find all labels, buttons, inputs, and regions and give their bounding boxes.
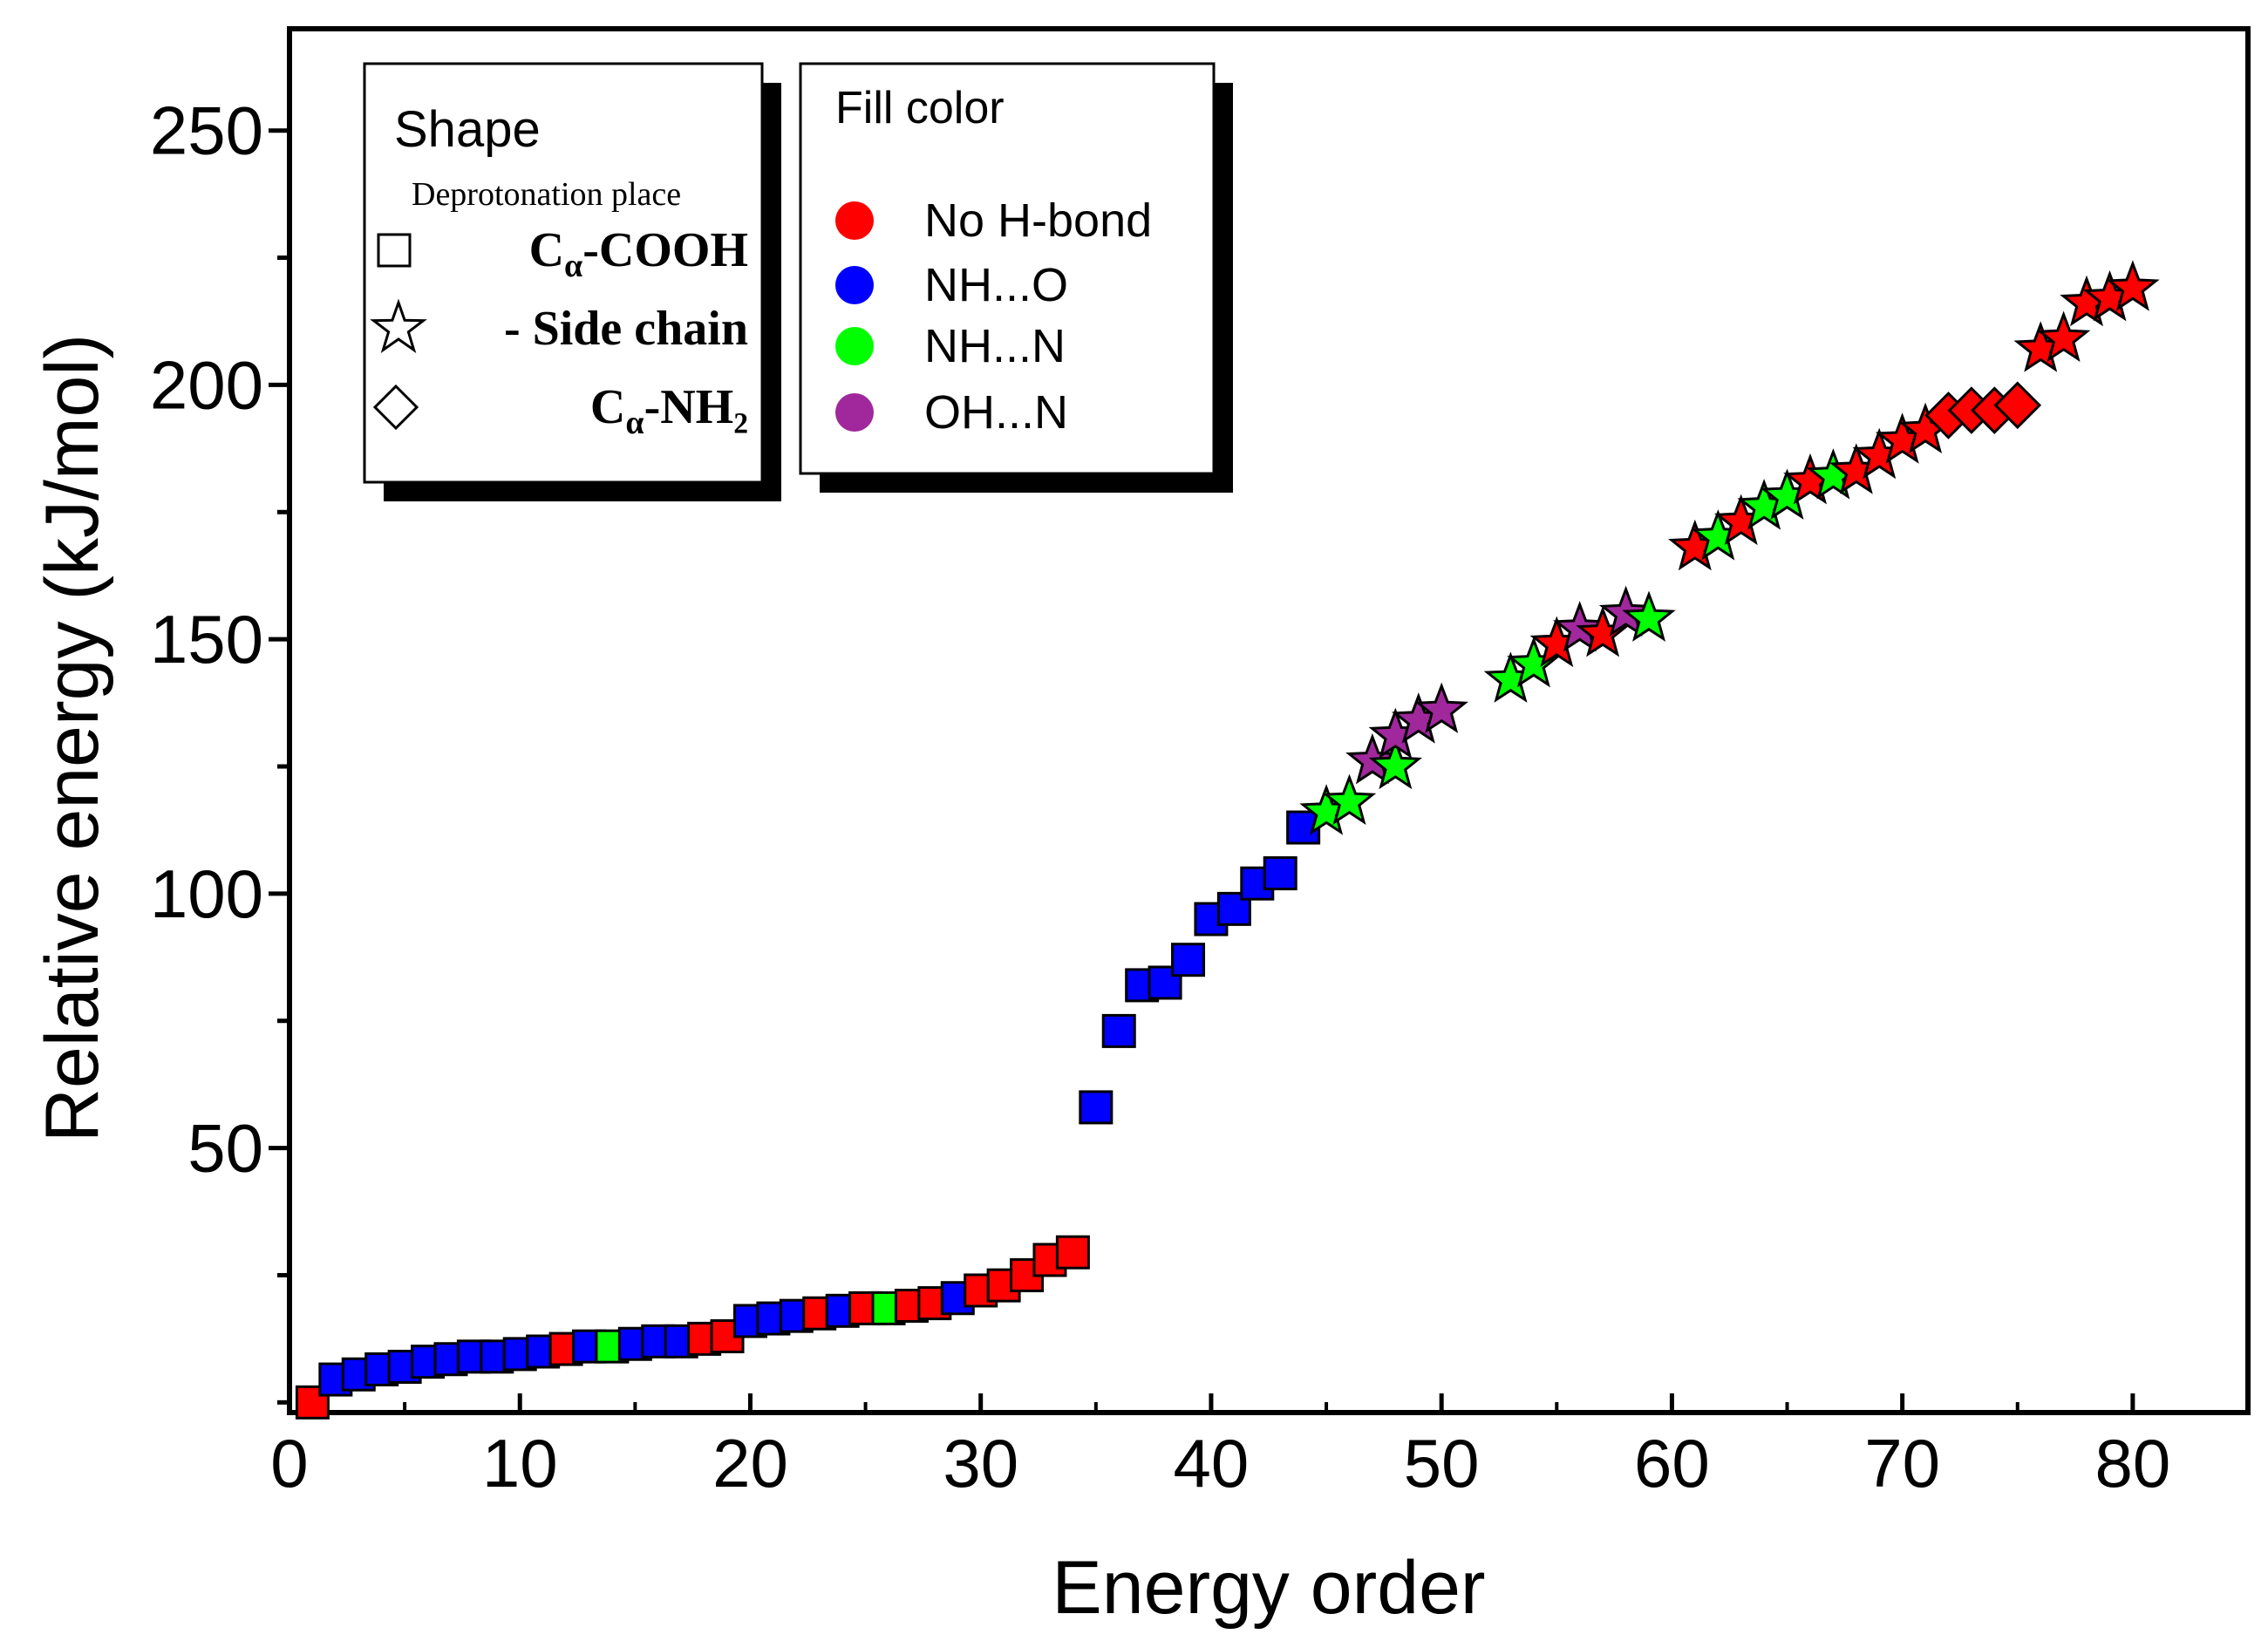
- legend-color-title: Fill color: [835, 83, 1005, 133]
- legend-color-label: NH...N: [924, 320, 1066, 372]
- x-tick-label: 50: [1404, 1425, 1480, 1502]
- legend-box: [363, 62, 764, 484]
- data-point-square: [1148, 965, 1182, 1000]
- data-point-square: [1171, 943, 1206, 977]
- legend-fill-color: Fill color No H-bond NH...O NH...N OH...N: [799, 62, 1233, 493]
- diamond-icon: [372, 384, 419, 431]
- x-tick-label: 0: [270, 1425, 308, 1502]
- data-point-star: [1322, 773, 1377, 826]
- star-icon: [370, 298, 427, 354]
- data-point-star: [1368, 738, 1423, 790]
- x-tick-label: 60: [1634, 1425, 1710, 1502]
- x-tick-label: 40: [1174, 1425, 1250, 1502]
- legend-shape-label: Cα-NH₂: [590, 380, 748, 441]
- legend-shape-title: Shape: [394, 101, 541, 158]
- square-icon: [377, 233, 412, 268]
- color-dot-icon: [835, 327, 874, 365]
- legend-color-label: No H-bond: [924, 194, 1152, 247]
- color-dot-icon: [835, 393, 874, 432]
- x-tick-label: 70: [1864, 1425, 1940, 1502]
- y-tick-label: 250: [150, 92, 263, 169]
- data-point-square: [1079, 1090, 1114, 1125]
- data-point-diamond: [1993, 381, 2042, 430]
- axes: 0 10 20 30 40 50 60 70 80 50 100 150 200 250 Energy or…: [31, 26, 2251, 1630]
- data-point-star: [1622, 590, 1676, 642]
- x-tick-label: 30: [943, 1425, 1018, 1502]
- legend-shape-subtitle: Deprotonation place: [412, 176, 681, 213]
- data-points: [295, 260, 2160, 1420]
- x-tick-label: 20: [712, 1425, 788, 1502]
- legend-shape: Shape Deprotonation place Cα-COOH - Side ch…: [363, 62, 781, 501]
- data-point-star: [2106, 260, 2160, 311]
- legend-shape-label: - Side chain: [504, 302, 748, 356]
- data-point-star: [1414, 682, 1468, 733]
- data-point-star: [2036, 310, 2091, 363]
- x-axis-title: Energy order: [1052, 1546, 1485, 1630]
- x-tick-label: 80: [2094, 1425, 2170, 1502]
- data-point-square: [1101, 1013, 1136, 1048]
- y-tick-label: 50: [187, 1110, 263, 1187]
- y-tick-label: 200: [150, 346, 263, 423]
- color-dot-icon: [835, 201, 874, 240]
- plot-frame: [287, 26, 2251, 1415]
- data-point-square: [1055, 1235, 1090, 1270]
- color-dot-icon: [835, 266, 874, 304]
- x-tick-label: 10: [482, 1425, 558, 1502]
- legend-shape-label: Cα-COOH: [529, 223, 748, 284]
- data-point-square: [1263, 856, 1297, 891]
- legend-color-label: NH...O: [924, 259, 1068, 311]
- y-axis-title: Relative energy (kJ/mol): [31, 334, 114, 1142]
- y-tick-label: 100: [150, 855, 263, 932]
- legend-color-label: OH...N: [924, 386, 1068, 439]
- y-tick-label: 150: [150, 601, 263, 678]
